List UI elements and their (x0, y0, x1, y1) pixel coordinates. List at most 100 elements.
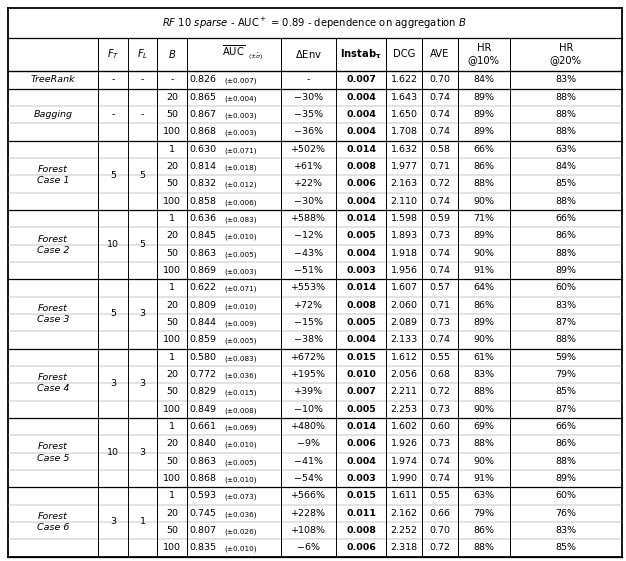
Text: 0.72: 0.72 (429, 180, 450, 188)
Text: +553%: +553% (291, 283, 326, 292)
Text: −35%: −35% (294, 110, 323, 119)
Text: (±0.007): (±0.007) (224, 78, 257, 84)
Text: (±0.073): (±0.073) (224, 494, 257, 500)
Text: 0.832: 0.832 (189, 180, 217, 188)
Text: 0.011: 0.011 (346, 509, 376, 518)
Text: 1: 1 (169, 283, 175, 292)
Text: 100: 100 (163, 404, 181, 413)
Text: Forest
Case 4: Forest Case 4 (37, 373, 69, 393)
Text: 1: 1 (169, 422, 175, 431)
Text: 5: 5 (110, 171, 116, 180)
Text: 66%: 66% (473, 145, 495, 154)
Text: 0.58: 0.58 (429, 145, 450, 154)
Text: 2.060: 2.060 (391, 301, 418, 310)
Text: Forest
Case 1: Forest Case 1 (37, 165, 69, 185)
Text: 0.661: 0.661 (189, 422, 217, 431)
Text: 85%: 85% (555, 180, 577, 188)
Text: 0.015: 0.015 (346, 353, 376, 362)
Text: 0.622: 0.622 (189, 283, 217, 292)
Text: 0.840: 0.840 (189, 439, 217, 448)
Text: (±0.069): (±0.069) (224, 425, 257, 431)
Text: 20: 20 (166, 162, 178, 171)
Text: 84%: 84% (555, 162, 577, 171)
Text: 0.014: 0.014 (346, 145, 376, 154)
Text: 0.844: 0.844 (189, 318, 217, 327)
Text: 100: 100 (163, 335, 181, 344)
Text: (±0.004): (±0.004) (224, 95, 257, 102)
Text: 1: 1 (169, 214, 175, 223)
Text: 63%: 63% (473, 491, 495, 500)
Text: 0.004: 0.004 (346, 335, 376, 344)
Text: 2.133: 2.133 (391, 335, 418, 344)
Text: −41%: −41% (294, 457, 323, 466)
Text: AVE: AVE (430, 49, 449, 59)
Text: 0.010: 0.010 (346, 370, 376, 379)
Text: 85%: 85% (555, 387, 577, 397)
Text: 86%: 86% (473, 301, 495, 310)
Text: 63%: 63% (555, 145, 577, 154)
Text: $F_L$: $F_L$ (137, 48, 148, 61)
Text: 1.607: 1.607 (391, 283, 418, 292)
Text: 0.014: 0.014 (346, 214, 376, 223)
Text: +72%: +72% (294, 301, 323, 310)
Text: 50: 50 (166, 180, 178, 188)
Text: 85%: 85% (555, 544, 577, 553)
Text: 90%: 90% (473, 457, 495, 466)
Text: 0.66: 0.66 (429, 509, 450, 518)
Text: +502%: +502% (291, 145, 326, 154)
Text: 88%: 88% (555, 249, 577, 257)
Text: 20: 20 (166, 231, 178, 241)
Text: 0.004: 0.004 (346, 197, 376, 206)
Text: 0.74: 0.74 (429, 93, 450, 102)
Text: 0.68: 0.68 (429, 370, 450, 379)
Text: 0.003: 0.003 (346, 474, 376, 483)
Text: 2.318: 2.318 (391, 544, 418, 553)
Text: 1.650: 1.650 (391, 110, 418, 119)
Text: 86%: 86% (555, 231, 577, 241)
Text: −9%: −9% (297, 439, 320, 448)
Text: (±0.003): (±0.003) (224, 130, 257, 136)
Text: 50: 50 (166, 526, 178, 535)
Text: 20: 20 (166, 93, 178, 102)
Text: 83%: 83% (555, 301, 577, 310)
Text: (±0.036): (±0.036) (224, 511, 257, 518)
Text: 88%: 88% (555, 110, 577, 119)
Text: 3: 3 (110, 379, 116, 388)
Text: $F_T$: $F_T$ (107, 48, 120, 61)
Text: 0.859: 0.859 (189, 335, 217, 344)
Text: 0.74: 0.74 (429, 127, 450, 136)
Text: +39%: +39% (294, 387, 323, 397)
Text: 2.110: 2.110 (391, 197, 418, 206)
Text: 88%: 88% (555, 93, 577, 102)
Text: 0.863: 0.863 (189, 457, 217, 466)
Text: 60%: 60% (555, 491, 577, 500)
Text: Forest
Case 6: Forest Case 6 (37, 512, 69, 532)
Text: (±0.083): (±0.083) (224, 217, 257, 223)
Text: +195%: +195% (291, 370, 326, 379)
Text: 88%: 88% (473, 180, 495, 188)
Text: 0.008: 0.008 (346, 162, 376, 171)
Text: (±0.006): (±0.006) (224, 199, 257, 205)
Text: 0.74: 0.74 (429, 474, 450, 483)
Text: −36%: −36% (294, 127, 323, 136)
Text: 69%: 69% (473, 422, 495, 431)
Text: 0.74: 0.74 (429, 110, 450, 119)
Text: -: - (111, 75, 115, 84)
Text: −30%: −30% (294, 197, 323, 206)
Text: −43%: −43% (294, 249, 323, 257)
Text: 100: 100 (163, 197, 181, 206)
Text: 1.602: 1.602 (391, 422, 418, 431)
Text: 50: 50 (166, 249, 178, 257)
Text: 1: 1 (140, 517, 146, 526)
Text: Forest
Case 5: Forest Case 5 (37, 443, 69, 463)
Text: $_{(\pm\hat{\sigma})}$: $_{(\pm\hat{\sigma})}$ (247, 51, 263, 62)
Text: (±0.083): (±0.083) (224, 355, 257, 362)
Text: Forest
Case 2: Forest Case 2 (37, 234, 69, 255)
Text: 0.630: 0.630 (189, 145, 217, 154)
Text: (±0.005): (±0.005) (224, 459, 257, 466)
Text: 0.807: 0.807 (189, 526, 217, 535)
Text: (±0.009): (±0.009) (224, 320, 257, 327)
Text: 0.745: 0.745 (189, 509, 217, 518)
Text: 0.829: 0.829 (189, 387, 217, 397)
Text: 10: 10 (107, 448, 119, 457)
